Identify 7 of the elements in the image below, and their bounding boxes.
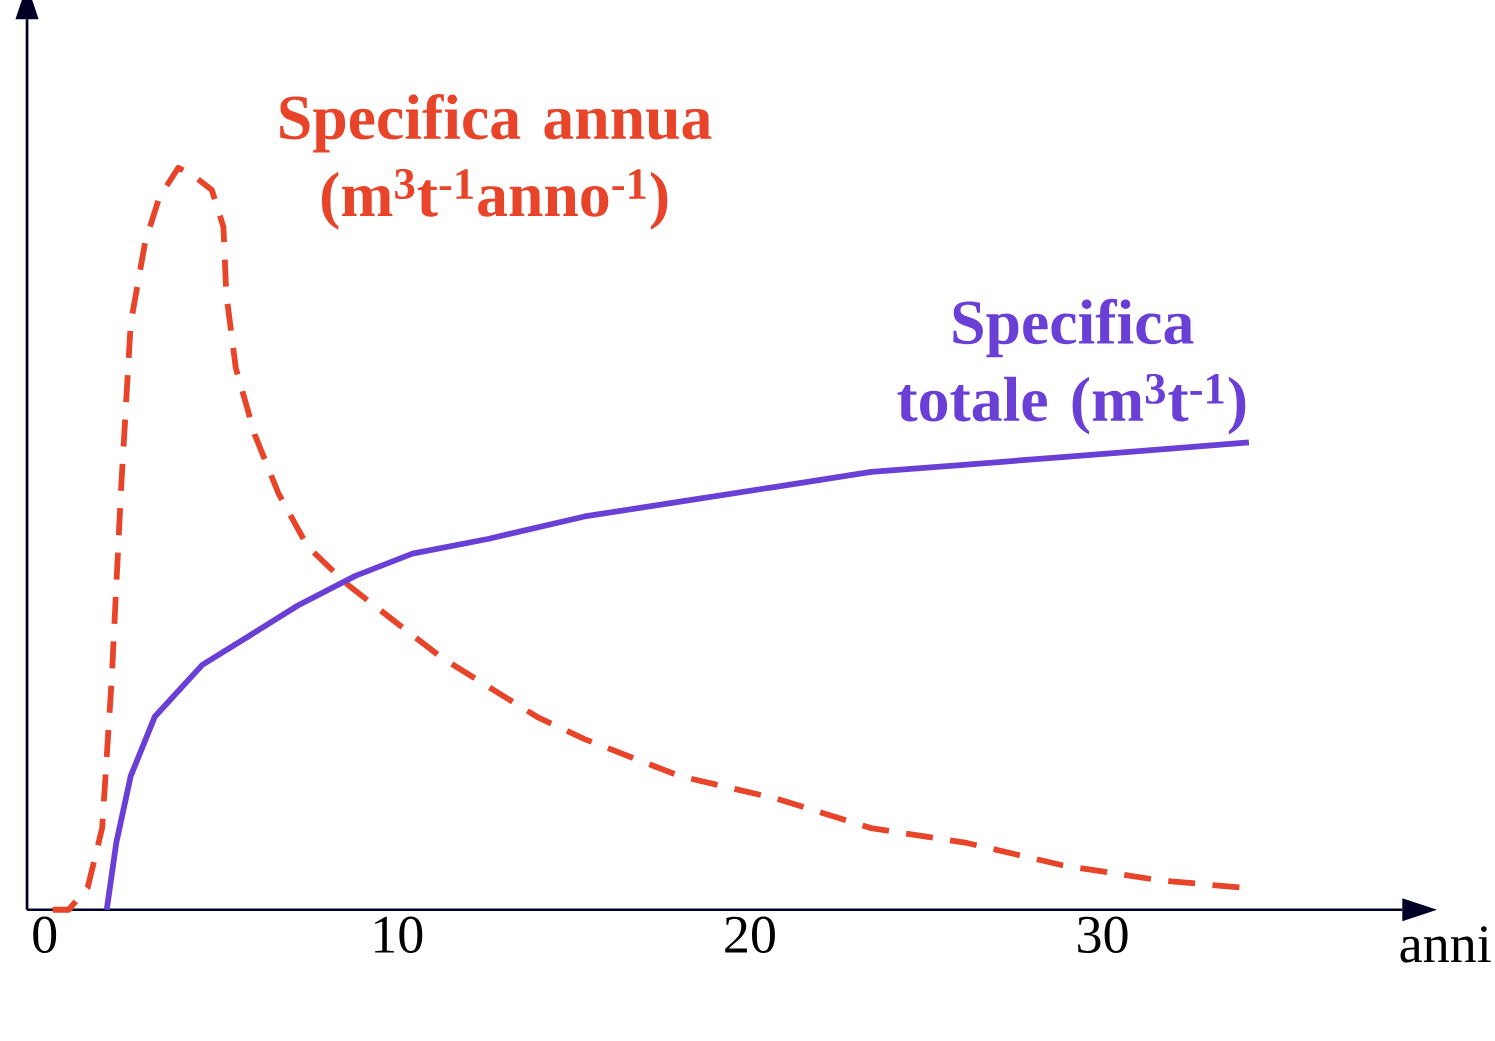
x-tick-label: 0	[33, 916, 57, 954]
x-tick-label: 10	[375, 916, 423, 954]
x-tick-label: 20	[725, 916, 775, 954]
series-label: Specifica annua (m$^{3}$t$^{-1}$anno$^{-1}$)	[280, 93, 712, 230]
x-tick-label: 30	[1078, 916, 1128, 954]
series-label: Specifica totale (m$^{3}$t$^{-1}$)	[897, 298, 1246, 435]
x-axis-title: anni	[1400, 926, 1491, 963]
